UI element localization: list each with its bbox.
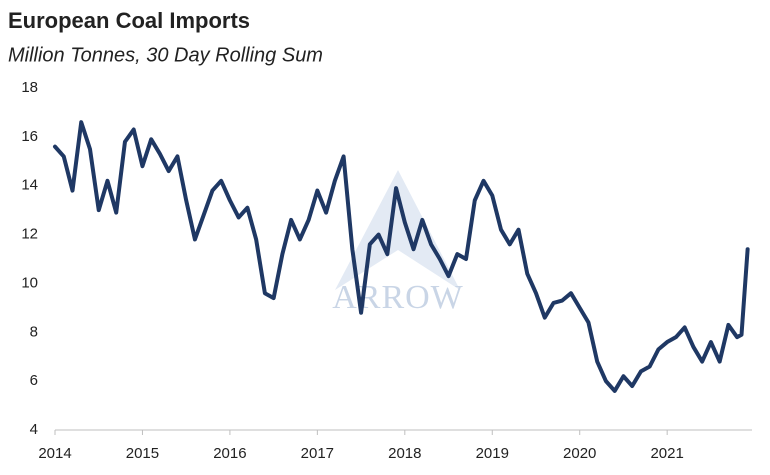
x-tick-label: 2017 (301, 445, 334, 462)
y-tick-label: 14 (21, 177, 38, 194)
x-tick-label: 2019 (476, 445, 509, 462)
chart-subtitle: Million Tonnes, 30 Day Rolling Sum (8, 44, 323, 66)
chart-title: European Coal Imports (8, 8, 250, 33)
y-tick-label: 6 (30, 372, 38, 389)
x-tick-label: 2014 (38, 445, 71, 462)
x-tick-label: 2021 (650, 445, 683, 462)
y-tick-label: 8 (30, 323, 38, 340)
x-tick-label: 2020 (563, 445, 596, 462)
y-tick-label: 12 (21, 226, 38, 243)
y-tick-label: 10 (21, 274, 38, 291)
y-tick-label: 18 (21, 79, 38, 96)
data-line (53, 120, 750, 393)
watermark: ARROW (332, 279, 464, 316)
y-tick-label: 16 (21, 128, 38, 145)
x-tick-label: 2018 (388, 445, 421, 462)
x-tick-label: 2015 (126, 445, 159, 462)
y-tick-label: 4 (30, 421, 38, 438)
x-tick-label: 2016 (213, 445, 246, 462)
